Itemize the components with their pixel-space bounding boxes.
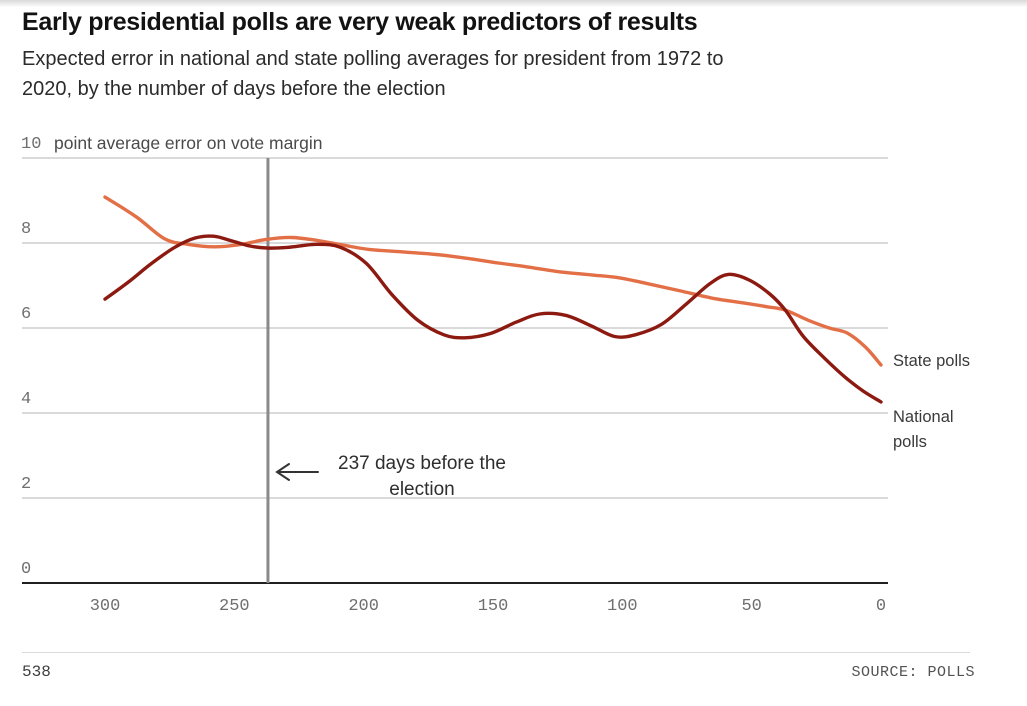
footer-source-credit: SOURCE: POLLS xyxy=(851,664,975,681)
marker-annotation-line2: election xyxy=(389,479,455,500)
y-tick-label-0: 0 xyxy=(21,560,32,579)
chart-title: Early presidential polls are very weak p… xyxy=(22,8,698,36)
y-axis-unit-label: point average error on vote margin xyxy=(54,133,323,153)
y-tick-label-6: 6 xyxy=(21,305,32,324)
chart-subtitle: Expected error in national and state pol… xyxy=(22,44,982,104)
chart-subtitle-line2: 2020, by the number of days before the e… xyxy=(22,78,446,100)
x-tick-label-150: 150 xyxy=(477,597,509,616)
chart-subtitle-line1: Expected error in national and state pol… xyxy=(22,48,724,70)
footer-brand-538: 538 xyxy=(22,663,51,681)
x-tick-label-0: 0 xyxy=(875,597,887,616)
y-tick-label-8: 8 xyxy=(21,220,32,239)
y-tick-label-4: 4 xyxy=(21,390,32,409)
x-tick-label-200: 200 xyxy=(348,597,379,616)
top-edge-bar xyxy=(0,0,1027,7)
series-label-national-polls: National polls xyxy=(893,408,954,451)
series-line-national-polls xyxy=(103,234,883,404)
y-tick-label-10: 10 xyxy=(21,135,42,154)
marker-annotation: 237 days before the election xyxy=(302,451,542,503)
x-tick-label-50: 50 xyxy=(741,597,762,616)
y-tick-label-2: 2 xyxy=(21,475,32,494)
x-tick-label-250: 250 xyxy=(219,597,250,616)
x-tick-label-100: 100 xyxy=(607,597,638,616)
footer-divider xyxy=(22,652,970,653)
marker-annotation-line1: 237 days before the xyxy=(338,453,506,474)
annotation-left-arrow-icon xyxy=(275,463,319,481)
series-label-state-polls: State polls xyxy=(893,352,971,370)
series-line-state-polls xyxy=(103,195,883,367)
x-tick-label-300: 300 xyxy=(89,597,121,616)
